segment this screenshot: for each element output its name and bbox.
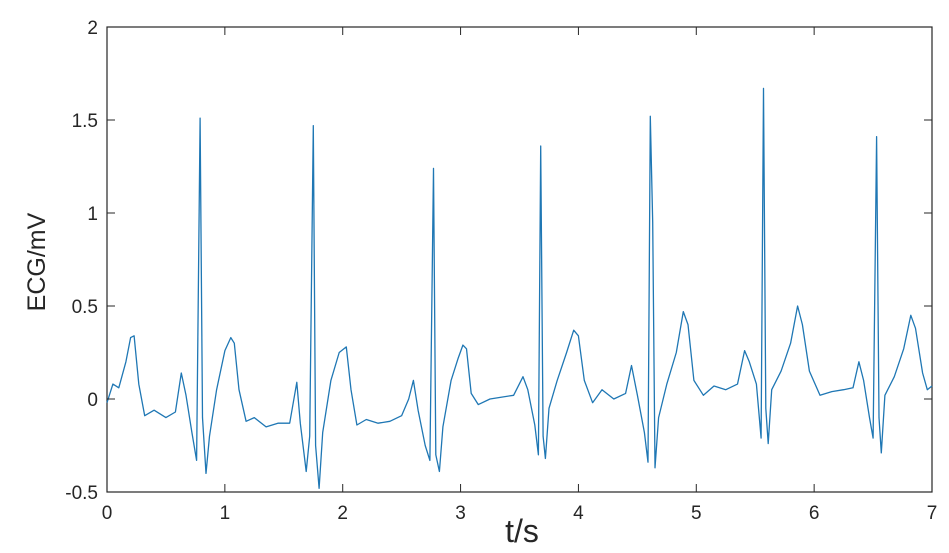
x-axis-title: t/s: [505, 513, 539, 549]
y-tick-label: 1: [87, 204, 98, 225]
x-tick-label: 2: [337, 503, 348, 524]
x-tick-label: 0: [102, 503, 113, 524]
y-axis: -0.5 0 0.5 1 1.5 2: [65, 18, 932, 504]
x-tick-label: 1: [220, 503, 231, 524]
y-tick-label: 0.5: [72, 297, 98, 318]
x-tick-label: 3: [455, 503, 466, 524]
x-tick-label: 5: [691, 503, 702, 524]
y-tick-label: 1.5: [72, 111, 98, 132]
x-tick-label: 4: [573, 503, 584, 524]
x-tick-label: 7: [927, 503, 938, 524]
y-tick-label: 2: [87, 18, 98, 39]
x-tick-label: 6: [809, 503, 820, 524]
x-axis: 0 1 2 3 4 5 6 7: [102, 27, 938, 524]
plot-area: [106, 26, 933, 493]
y-tick-label: -0.5: [65, 483, 98, 504]
ecg-series-line: [106, 87, 933, 489]
y-axis-title: ECG/mV: [23, 212, 51, 311]
plot-frame: [106, 26, 933, 493]
y-tick-label: 0: [87, 390, 98, 411]
